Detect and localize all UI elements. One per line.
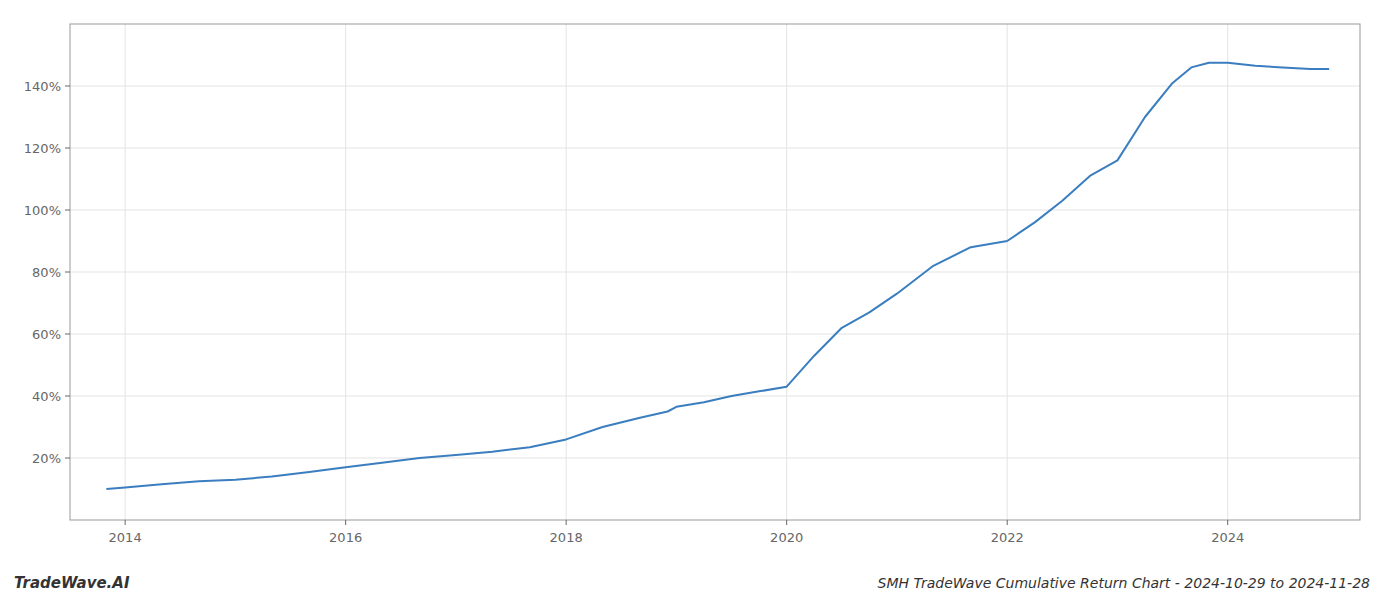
grid-line-x (1227, 24, 1228, 520)
x-tick (786, 520, 787, 525)
x-tick-label: 2020 (770, 530, 803, 545)
x-tick-label: 2022 (991, 530, 1024, 545)
line (106, 63, 1329, 489)
y-tick-label: 60% (32, 327, 61, 342)
grid (70, 24, 1360, 520)
y-tick (65, 272, 70, 273)
grid-line-y (70, 272, 1360, 273)
y-tick (65, 334, 70, 335)
x-tick-label: 2016 (329, 530, 362, 545)
y-tick-label: 20% (32, 451, 61, 466)
axes: 2014 2016 2018 2020 2022 2024 20% 40% 60% 80% 100%… (24, 79, 1244, 546)
grid-line-x (1007, 24, 1008, 520)
grid-line-y (70, 86, 1360, 87)
grid-line-x (125, 24, 126, 520)
title: SMH TradeWave Cumulative Return Chart - … (878, 575, 1371, 591)
chart-container: 2014 2016 2018 2020 2022 2024 20% 40% 60% 80% 100%… (0, 0, 1400, 600)
background (0, 0, 1400, 600)
y-tick (65, 458, 70, 459)
y-tick-label: 100% (24, 203, 61, 218)
chart-svg: 2014 2016 2018 2020 2022 2024 20% 40% 60% 80% 100%… (0, 0, 1400, 600)
x-tick (1007, 520, 1008, 525)
plot-frame (70, 24, 1360, 520)
grid-line-x (345, 24, 346, 520)
x-tick (566, 520, 567, 525)
grid-line-y (70, 396, 1360, 397)
y-tick-label: 120% (24, 141, 61, 156)
y-tick (65, 396, 70, 397)
y-tick-label: 140% (24, 79, 61, 94)
series-group (106, 63, 1329, 489)
grid-line-y (70, 458, 1360, 459)
grid-line-x (566, 24, 567, 520)
y-tick-label: 40% (32, 389, 61, 404)
grid-line-x (786, 24, 787, 520)
x-tick-label: 2024 (1211, 530, 1244, 545)
y-tick (65, 148, 70, 149)
y-tick (65, 86, 70, 87)
y-tick-label: 80% (32, 265, 61, 280)
x-tick (1227, 520, 1228, 525)
grid-line-y (70, 334, 1360, 335)
grid-line-y (70, 148, 1360, 149)
watermark: TradeWave.AI (14, 574, 130, 592)
grid-line-y (70, 210, 1360, 211)
x-tick-label: 2018 (550, 530, 583, 545)
x-tick (345, 520, 346, 525)
x-tick (125, 520, 126, 525)
x-tick-label: 2014 (109, 530, 142, 545)
y-tick (65, 210, 70, 211)
